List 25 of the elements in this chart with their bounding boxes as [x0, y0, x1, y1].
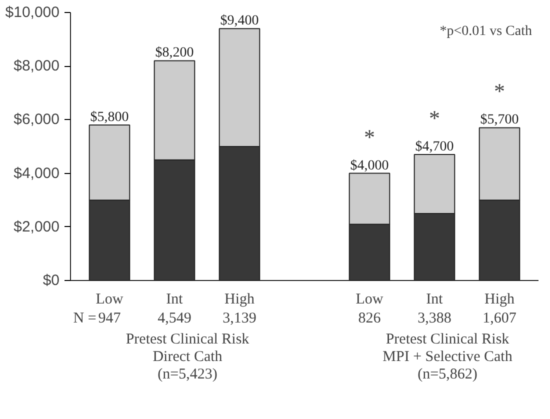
y-tick-label: $8,000	[14, 58, 60, 75]
x-tick-label: High 3,139	[222, 292, 256, 327]
y-tick-label: $2,000	[14, 218, 60, 236]
total-label: $8,200	[155, 46, 194, 61]
y-tick-label: $10,000	[5, 4, 60, 21]
x-tick-label: Int 4,549	[158, 292, 192, 327]
x-tick-label: Int 3,388	[418, 292, 452, 327]
annotation: *	[364, 124, 375, 150]
x-tick-label: Low 826	[356, 292, 384, 327]
total-label: $5,800	[90, 110, 129, 126]
annotation: *	[429, 106, 440, 131]
text: N =	[73, 310, 96, 327]
total-label: $4,700	[415, 140, 454, 155]
x-tick-label: High 1,607	[482, 292, 517, 327]
total-label: $9,400	[220, 14, 259, 29]
y-tick-label: $6,000	[14, 111, 60, 128]
annotation: *	[494, 78, 505, 104]
annotation: *p<0.01 vs Cath	[440, 24, 532, 39]
x-tick-label: Low 947	[96, 292, 124, 327]
total-label: $4,000	[350, 158, 389, 174]
y-tick-label: $0	[42, 272, 60, 289]
total-label: $5,700	[480, 112, 519, 128]
text: Pretest Clinical Risk MPI + Selective Cath (n=5,862)	[382, 332, 513, 383]
text: Pretest Clinical Risk Direct Cath (n=5,423)	[126, 332, 250, 383]
y-tick-label: $4,000	[14, 164, 60, 182]
